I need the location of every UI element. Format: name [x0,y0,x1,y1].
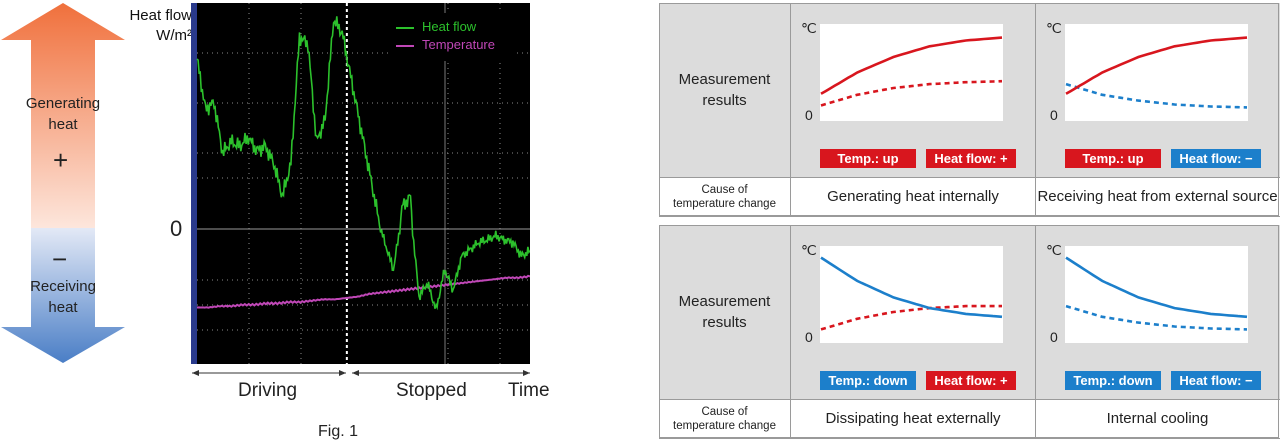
heat-flow-curve-dashed [1065,82,1248,109]
legend-temperature-label: Temperature [422,37,495,52]
heat-flow-badge: Heat flow: − [1171,371,1261,390]
table-divider-vertical [790,3,791,217]
axis-zero-label: 0 [1050,329,1058,345]
mini-temperature-plot [820,24,1003,121]
cause-value: Generating heat internally [827,188,999,205]
temperature-curve-solid [820,256,1003,319]
chart-left-edge [191,3,197,364]
axis-zero-label: 0 [1050,107,1058,123]
heat-flow-badge: Heat flow: + [926,149,1016,168]
time-axis-brackets [192,370,530,376]
driving-label: Driving [238,380,298,401]
measurement-results-label: Measurement results [678,293,771,331]
celsius-axis-label: ℃ [1046,242,1062,258]
table-divider-vertical [1035,3,1036,217]
heat-flow-series-line [196,16,530,311]
table-divider-horizontal [659,177,1280,178]
panel-frame [659,3,1279,216]
cause-of-temperature-change-label: Cause of temperature change [673,184,776,210]
heat-direction-arrow [1,3,125,363]
cause-value: Dissipating heat externally [825,410,1001,427]
temperature-badge: Temp.: up [820,149,916,168]
panel-frame [659,225,1279,438]
heat-flow-badge: Heat flow: − [1171,149,1261,168]
cause-of-temperature-change-label: Cause of temperature change [673,406,776,432]
table-divider-vertical [790,225,791,439]
receiving-heat-label: Receiving heat [30,278,96,316]
heat-flow-curve-dashed [1065,304,1248,331]
temperature-badge: Temp.: down [1065,371,1161,390]
cause-value: Internal cooling [1106,410,1209,427]
legend-temperature-swatch [396,45,414,47]
celsius-axis-label: ℃ [801,20,817,36]
heat-flow-chart [191,3,530,364]
mini-plot-background [820,246,1003,343]
heat-flow-curve-dashed [820,304,1002,331]
heat-flow-badge: Heat flow: + [926,371,1016,390]
temperature-curve-solid [820,36,1003,95]
table-divider-horizontal [659,438,1280,439]
figure-caption: Fig. 1 [318,423,359,440]
measurement-results-label: Measurement results [678,71,771,109]
cause-value: Receiving heat from external source [1037,188,1278,205]
measurement-panel: Measurement results Cause of temperature … [659,225,1280,441]
axis-zero-label: 0 [805,107,813,123]
legend-heat-flow-label: Heat flow [422,19,477,34]
table-divider-horizontal [659,399,1280,400]
axis-zero-label: 0 [805,329,813,345]
upward-arrow-shape [1,3,125,228]
celsius-axis-label: ℃ [801,242,817,258]
zero-label: 0 [170,216,183,241]
measurement-panel: Measurement results Cause of temperature … [659,3,1280,219]
generating-heat-label: Generating heat [25,95,101,133]
plus-sign: + [53,145,69,175]
downward-arrow-shape [1,228,125,363]
mini-plot-background [1065,246,1248,343]
table-divider-horizontal [659,216,1280,217]
y-axis-label: Heat flow W/m² [129,7,192,44]
temperature-badge: Temp.: up [1065,149,1161,168]
celsius-axis-label: ℃ [1046,20,1062,36]
temperature-curve-solid [1065,256,1248,319]
heat-flow-curve-dashed [820,79,1003,107]
table-divider-vertical [1035,225,1036,439]
mini-temperature-plot [820,246,1003,343]
minus-sign: − [52,244,68,274]
temperature-series-line [196,274,530,309]
temperature-badge: Temp.: down [820,371,916,390]
time-label: Time [508,380,550,401]
stopped-label: Stopped [396,380,467,401]
chart-legend: Heat flow Temperature [388,13,516,61]
mini-temperature-plot [1065,24,1248,121]
temperature-curve-solid [1065,36,1248,95]
legend-heat-flow-swatch [396,27,414,29]
mini-temperature-plot [1065,246,1248,343]
